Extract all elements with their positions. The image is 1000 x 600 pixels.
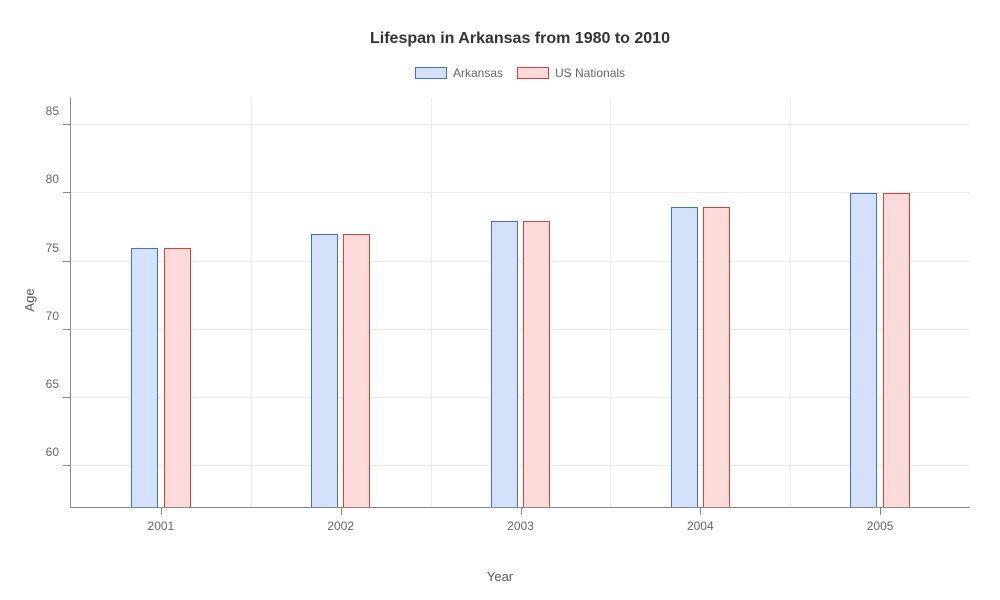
legend-label: US Nationals xyxy=(555,66,625,80)
y-tick-label: 75 xyxy=(46,241,71,255)
gridline xyxy=(71,397,970,398)
bar xyxy=(703,207,730,507)
y-tick-label: 80 xyxy=(46,172,71,186)
bar xyxy=(523,221,550,507)
chart-container: Lifespan in Arkansas from 1980 to 2010 A… xyxy=(0,0,1000,600)
legend-swatch xyxy=(517,67,549,79)
legend: Arkansas US Nationals xyxy=(70,66,970,80)
x-tick-label: 2005 xyxy=(867,507,894,533)
y-tick-label: 85 xyxy=(46,104,71,118)
bar xyxy=(164,248,191,507)
y-tick xyxy=(63,465,71,466)
x-tick-label: 2002 xyxy=(327,507,354,533)
plot-area: 60657075808520012002200320042005 xyxy=(70,98,970,508)
gridline xyxy=(71,465,970,466)
v-gridline xyxy=(431,98,432,507)
y-tick xyxy=(63,124,71,125)
bar xyxy=(671,207,698,507)
y-tick xyxy=(63,192,71,193)
gridline xyxy=(71,329,970,330)
chart-title: Lifespan in Arkansas from 1980 to 2010 xyxy=(70,30,970,48)
v-gridline xyxy=(610,98,611,507)
legend-label: Arkansas xyxy=(453,66,503,80)
y-tick-label: 65 xyxy=(46,377,71,391)
x-axis-title: Year xyxy=(487,569,513,584)
x-tick-label: 2003 xyxy=(507,507,534,533)
bar xyxy=(343,234,370,507)
bar xyxy=(131,248,158,507)
y-tick-label: 70 xyxy=(46,309,71,323)
bar xyxy=(883,193,910,507)
gridline xyxy=(71,261,970,262)
bar xyxy=(491,221,518,507)
gridline xyxy=(71,124,970,125)
bar xyxy=(850,193,877,507)
y-tick xyxy=(63,261,71,262)
v-gridline xyxy=(251,98,252,507)
bar xyxy=(311,234,338,507)
legend-swatch xyxy=(415,67,447,79)
y-axis-title: Age xyxy=(22,288,37,311)
gridline xyxy=(71,192,970,193)
v-gridline xyxy=(790,98,791,507)
x-tick-label: 2001 xyxy=(148,507,175,533)
legend-item: Arkansas xyxy=(415,66,503,80)
y-tick xyxy=(63,329,71,330)
x-tick-label: 2004 xyxy=(687,507,714,533)
y-tick-label: 60 xyxy=(46,445,71,459)
legend-item: US Nationals xyxy=(517,66,625,80)
y-tick xyxy=(63,397,71,398)
